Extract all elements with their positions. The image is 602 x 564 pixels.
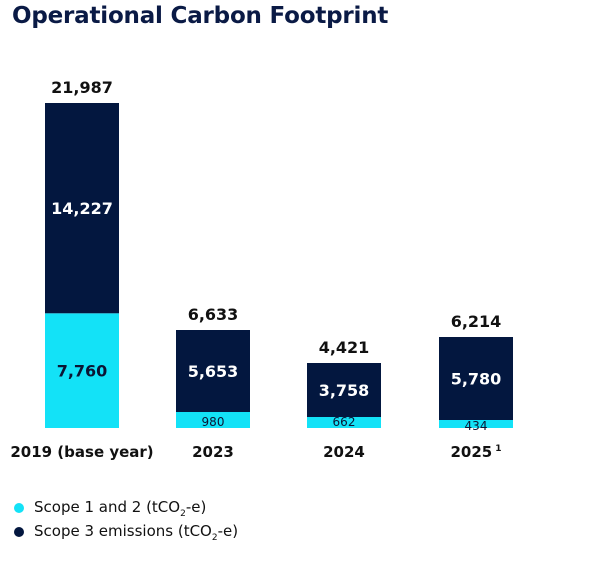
category-label-2: 2024 <box>323 443 365 461</box>
legend-item-scope-3: Scope 3 emissions (tCO2-e) <box>14 520 238 544</box>
legend-label-scope-3: Scope 3 emissions (tCO2-e) <box>34 521 239 543</box>
legend: Scope 1 and 2 (tCO2-e) Scope 3 emissions… <box>14 496 238 544</box>
category-label-1: 2023 <box>192 443 234 461</box>
footnote-superscript: 1 <box>495 444 501 454</box>
data-label-scope-3-1: 5,653 <box>188 362 239 381</box>
legend-label-scope-1-2: Scope 1 and 2 (tCO2-e) <box>34 497 207 519</box>
category-label-0: 2019 (base year) <box>10 443 153 461</box>
total-label-3: 6,214 <box>451 312 502 331</box>
bar-scope-1-2-3 <box>439 420 513 428</box>
category-label-3: 2025 1 <box>450 443 501 461</box>
data-label-scope-1-2-0: 7,760 <box>57 362 108 381</box>
data-label-scope-3-3: 5,780 <box>451 370 502 389</box>
bar-scope-3-1 <box>176 330 250 412</box>
stacked-bar-chart: 7,760 14,227 21,987 2019 (base year) 980 5,65… <box>10 78 513 461</box>
legend-swatch-scope-3 <box>14 527 24 537</box>
data-label-scope-1-2-3: 434 <box>465 419 488 433</box>
bar-scope-1-2-2 <box>307 417 381 428</box>
total-label-1: 6,633 <box>188 305 239 324</box>
bar-scope-3-2 <box>307 363 381 417</box>
data-label-scope-3-0: 14,227 <box>51 199 113 218</box>
legend-swatch-scope-1-2 <box>14 503 24 513</box>
bar-scope-1-2-0 <box>45 313 119 428</box>
chart-title: Operational Carbon Footprint <box>12 3 389 29</box>
bar-scope-3-0 <box>45 103 119 314</box>
data-label-scope-1-2-2: 662 <box>333 415 356 429</box>
total-label-0: 21,987 <box>51 78 113 97</box>
data-label-scope-1-2-1: 980 <box>202 415 225 429</box>
legend-item-scope-1-2: Scope 1 and 2 (tCO2-e) <box>14 496 238 520</box>
data-label-scope-3-2: 3,758 <box>319 381 370 400</box>
bar-scope-1-2-1 <box>176 412 250 428</box>
total-label-2: 4,421 <box>319 338 370 357</box>
bar-scope-3-3 <box>439 337 513 420</box>
